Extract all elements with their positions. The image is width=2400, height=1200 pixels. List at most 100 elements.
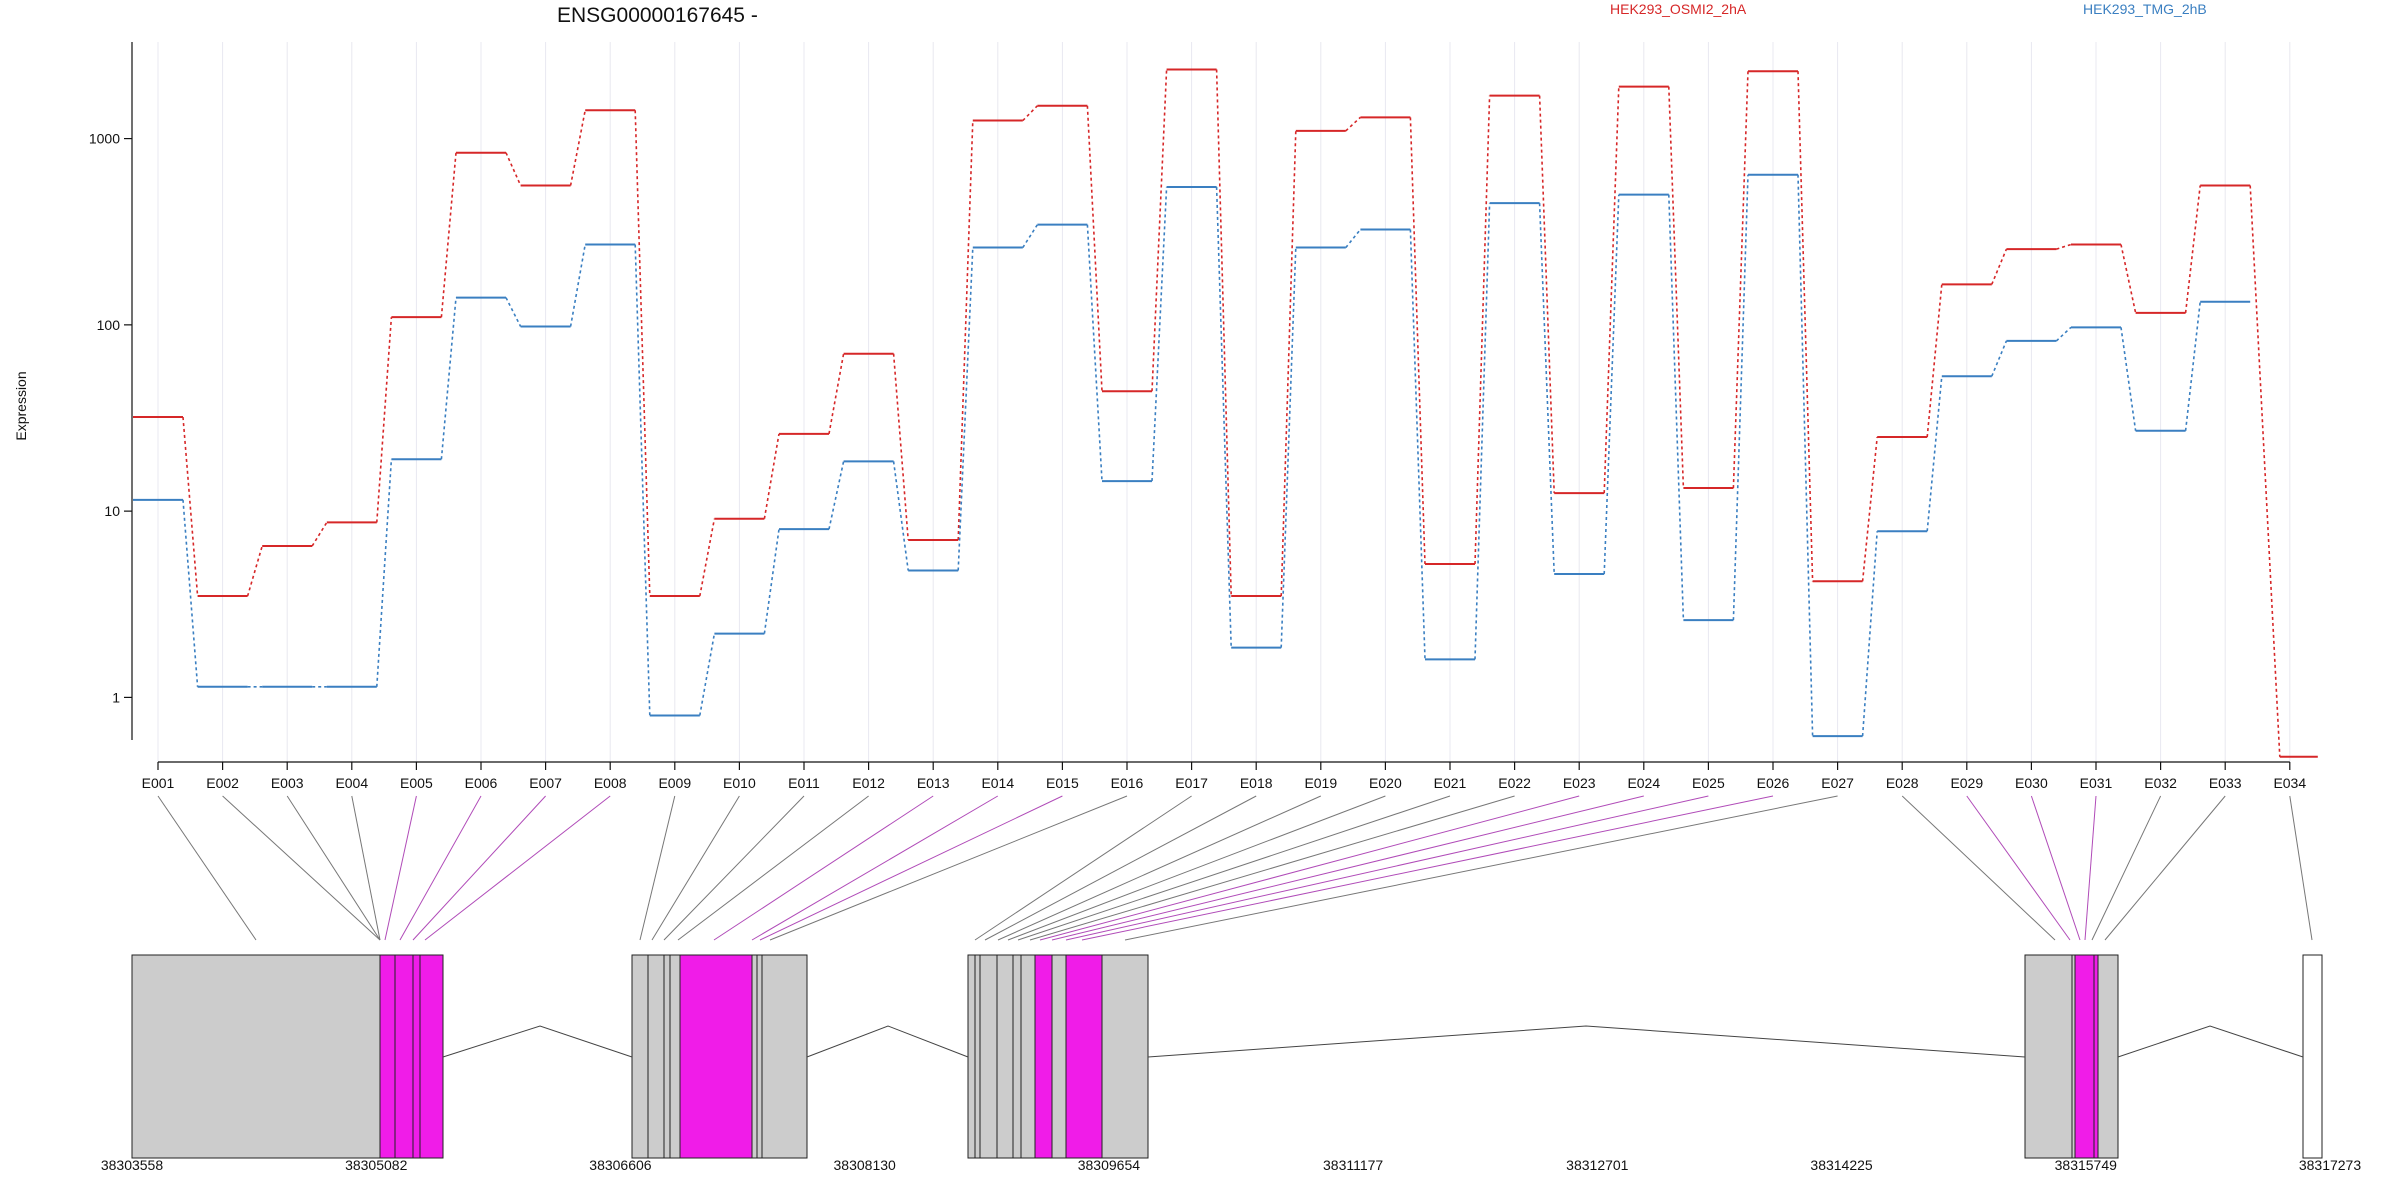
x-tick-label-e021: E021 bbox=[1434, 775, 1467, 791]
x-tick-label-e008: E008 bbox=[594, 775, 627, 791]
connector-e005 bbox=[384, 795, 417, 941]
series-transition bbox=[1926, 284, 1943, 438]
series-transition bbox=[2184, 185, 2201, 313]
series-transition bbox=[1603, 86, 1620, 494]
grid-lines bbox=[157, 42, 2291, 762]
connector-e033 bbox=[2104, 795, 2226, 941]
connector-e003 bbox=[286, 795, 381, 941]
connector-e009 bbox=[639, 795, 676, 941]
connector-e028 bbox=[1901, 795, 2056, 941]
connector-e032 bbox=[2091, 795, 2162, 941]
exon-block bbox=[967, 954, 1149, 1159]
series-transition bbox=[1474, 95, 1491, 565]
series-transition bbox=[1409, 117, 1426, 565]
exon-block-highlighted bbox=[2074, 954, 2099, 1159]
series-transition bbox=[957, 120, 974, 541]
series-transition bbox=[1926, 376, 1943, 532]
x-tick-label-e004: E004 bbox=[335, 775, 368, 791]
intron-line bbox=[1147, 1025, 2026, 1058]
series-transition bbox=[1280, 130, 1297, 597]
x-tick-label-e005: E005 bbox=[400, 775, 433, 791]
series-transition bbox=[1280, 247, 1297, 648]
legend-entry-osmi: HEK293_OSMI2_2hA bbox=[1610, 1, 1747, 17]
connector-e017 bbox=[974, 795, 1192, 941]
x-tick-label-e020: E020 bbox=[1369, 775, 1402, 791]
genomic-coordinate-label: 38311177 bbox=[1323, 1157, 1383, 1173]
genomic-coordinate-label: 38306606 bbox=[589, 1157, 652, 1173]
series-osmi bbox=[133, 68, 2318, 758]
genomic-coordinate-label: 38312701 bbox=[1566, 1157, 1629, 1173]
connector-e031 bbox=[2084, 795, 2097, 941]
exon-block-highlighted bbox=[379, 954, 444, 1159]
series-transition bbox=[1086, 224, 1103, 482]
series-transition bbox=[892, 461, 909, 571]
x-tick-label-e024: E024 bbox=[1627, 775, 1660, 791]
x-tick-label-e006: E006 bbox=[465, 775, 498, 791]
series-transition bbox=[1215, 69, 1232, 597]
y-tick-label: 1000 bbox=[89, 131, 120, 147]
series-transition bbox=[1022, 224, 1039, 248]
connector-e011 bbox=[663, 795, 805, 941]
series-transition bbox=[2120, 327, 2137, 431]
series-transition bbox=[569, 110, 586, 186]
connector-e018 bbox=[984, 795, 1257, 941]
x-tick-label-e033: E033 bbox=[2209, 775, 2242, 791]
connector-e029 bbox=[1966, 795, 2071, 941]
series-transition bbox=[569, 244, 586, 327]
x-tick-label-e011: E011 bbox=[788, 775, 820, 791]
intron-line bbox=[442, 1025, 633, 1058]
series-transition bbox=[1215, 186, 1232, 648]
x-tick-label-e027: E027 bbox=[1821, 775, 1854, 791]
x-tick-label-e018: E018 bbox=[1240, 775, 1273, 791]
connector-e012 bbox=[677, 795, 869, 941]
connector-e027 bbox=[1124, 795, 1838, 941]
x-tick-label-e029: E029 bbox=[1950, 775, 1983, 791]
series-transition bbox=[440, 297, 457, 460]
series-transition bbox=[1732, 71, 1749, 489]
connector-e008 bbox=[424, 795, 611, 941]
series-transition bbox=[505, 297, 522, 327]
y-tick-label: 10 bbox=[104, 503, 120, 519]
y-axis-label: Expression bbox=[13, 371, 29, 440]
y-tick-label: 1 bbox=[112, 689, 120, 705]
series-transition bbox=[2184, 301, 2201, 431]
x-tick-label-e017: E017 bbox=[1175, 775, 1208, 791]
genomic-coordinate-label: 38314225 bbox=[1810, 1157, 1873, 1173]
connector-e030 bbox=[2030, 795, 2081, 941]
series-transition bbox=[182, 499, 199, 687]
connector-e020 bbox=[1007, 795, 1386, 941]
genomic-coordinate-label: 38309654 bbox=[1078, 1157, 1141, 1173]
series-transition bbox=[1345, 116, 1361, 132]
connector-e023 bbox=[1039, 795, 1580, 941]
exon-block-highlighted bbox=[1065, 954, 1103, 1159]
series-transition bbox=[1861, 436, 1878, 582]
series-transition bbox=[1151, 186, 1168, 482]
connector-e019 bbox=[997, 795, 1322, 941]
connector-e002 bbox=[222, 795, 381, 941]
series-transition bbox=[1538, 95, 1555, 494]
genomic-coordinate-label: 38315749 bbox=[2055, 1157, 2118, 1173]
series-tmg bbox=[133, 173, 2251, 738]
genomic-coordinate-label: 38308130 bbox=[834, 1157, 897, 1173]
series-transition bbox=[763, 433, 780, 519]
series-transition bbox=[763, 529, 780, 634]
x-tick-label-e007: E007 bbox=[529, 775, 562, 791]
x-tick-label-e012: E012 bbox=[852, 775, 885, 791]
x-tick-label-e028: E028 bbox=[1886, 775, 1919, 791]
x-tick-label-e031: E031 bbox=[2080, 775, 2113, 791]
connector-e025 bbox=[1065, 795, 1709, 941]
connector-e024 bbox=[1051, 795, 1644, 941]
series-transition bbox=[2120, 244, 2137, 314]
connector-e004 bbox=[351, 795, 381, 941]
series-layer bbox=[133, 68, 2318, 758]
connector-e022 bbox=[1029, 795, 1515, 941]
series-transition bbox=[1991, 340, 2008, 377]
x-tick-label-e030: E030 bbox=[2015, 775, 2048, 791]
series-transition bbox=[2056, 243, 2072, 250]
series-transition bbox=[440, 152, 457, 318]
exon-block bbox=[131, 954, 381, 1159]
series-transition bbox=[1474, 203, 1491, 660]
legend-entry-tmg: HEK293_TMG_2hB bbox=[2083, 1, 2207, 17]
gene-model: 38303558 38305082 38306606 38308130 38309654… bbox=[101, 954, 2361, 1173]
